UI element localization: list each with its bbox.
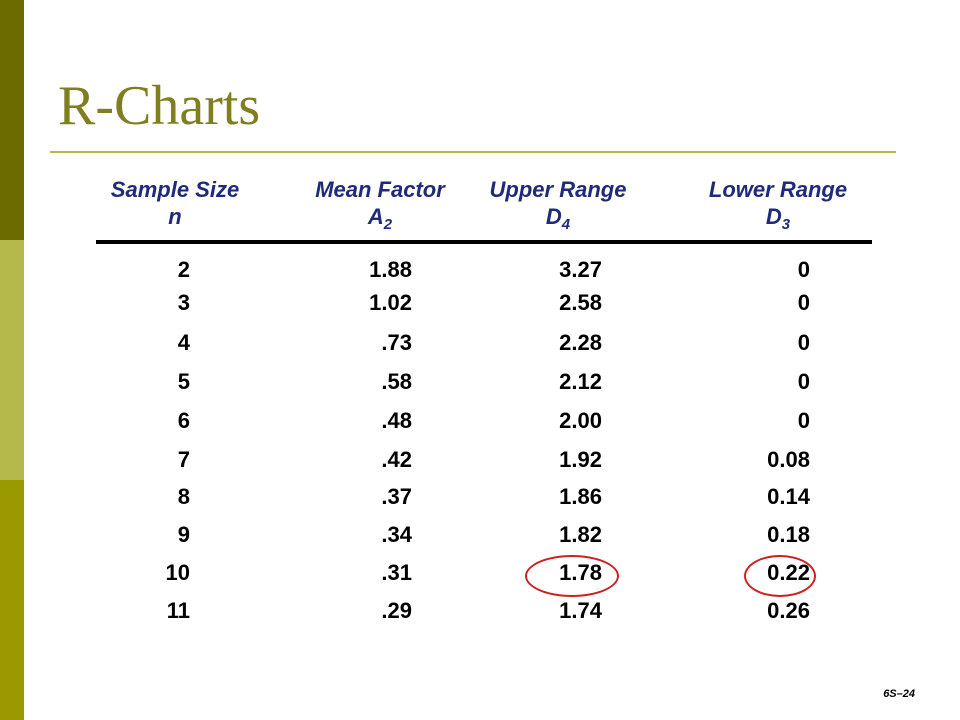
cell-upper-range: 1.92 <box>559 447 602 472</box>
header-lower-range: Lower Range D3 <box>688 176 868 233</box>
cell-lower-range: 0.18 <box>767 522 810 547</box>
slide-title: R-Charts <box>58 75 261 137</box>
table-row: 5 .58 2.12 0 <box>0 365 960 399</box>
cell-lower-range: 0.08 <box>767 447 810 472</box>
header-label: Sample Size <box>110 177 240 202</box>
header-label: Upper Range <box>489 177 627 202</box>
table-header-divider <box>96 240 872 244</box>
cell-mean-factor: .58 <box>381 369 412 394</box>
cell-upper-range: 1.74 <box>559 598 602 623</box>
cell-lower-range: 0 <box>797 408 810 433</box>
header-sample-size: Sample Size n <box>85 176 265 233</box>
cell-mean-factor: 1.02 <box>369 290 412 315</box>
cell-mean-factor: .29 <box>381 598 412 623</box>
cell-sample-size: 10 <box>165 560 190 585</box>
table-row: 4 .73 2.28 0 <box>0 326 960 360</box>
table-row: 7 .42 1.92 0.08 <box>0 443 960 477</box>
cell-sample-size: 7 <box>177 447 190 472</box>
highlight-circle-upper-range <box>525 555 619 597</box>
table-row: 6 .48 2.00 0 <box>0 404 960 438</box>
title-divider <box>50 151 896 153</box>
cell-mean-factor: .34 <box>381 522 412 547</box>
table-row: 9 .34 1.82 0.18 <box>0 518 960 552</box>
table-row-highlighted: 10 .31 1.78 0.22 <box>0 556 960 590</box>
cell-upper-range: 3.27 <box>559 257 602 282</box>
cell-upper-range: 2.00 <box>559 408 602 433</box>
left-stripe-bottom <box>0 480 24 720</box>
cell-mean-factor: .73 <box>381 330 412 355</box>
cell-sample-size: 11 <box>166 598 190 623</box>
cell-upper-range: 2.12 <box>559 369 602 394</box>
table-row: 2 1.88 3.27 0 <box>0 253 960 287</box>
cell-lower-range: 0 <box>797 330 810 355</box>
cell-sample-size: 4 <box>177 330 190 355</box>
left-stripe-middle <box>0 240 24 480</box>
cell-mean-factor: .37 <box>381 484 412 509</box>
cell-upper-range: 1.86 <box>559 484 602 509</box>
page-number: 6S–24 <box>883 688 915 700</box>
cell-mean-factor: 1.88 <box>369 257 412 282</box>
cell-lower-range: 0.14 <box>767 484 810 509</box>
cell-upper-range: 2.58 <box>559 290 602 315</box>
cell-sample-size: 9 <box>177 522 190 547</box>
header-label: Lower Range <box>708 177 848 202</box>
header-mean-factor: Mean Factor A2 <box>290 176 470 233</box>
cell-upper-range: 1.82 <box>559 522 602 547</box>
left-stripe-top <box>0 0 24 240</box>
header-symbol: A2 <box>367 204 393 233</box>
cell-mean-factor: .42 <box>381 447 412 472</box>
table-row: 11 .29 1.74 0.26 <box>0 594 960 628</box>
cell-upper-range: 2.28 <box>559 330 602 355</box>
header-symbol: D4 <box>545 204 571 233</box>
header-symbol: n <box>168 204 182 229</box>
cell-sample-size: 5 <box>177 369 190 394</box>
cell-sample-size: 6 <box>177 408 190 433</box>
cell-sample-size: 3 <box>177 290 190 315</box>
header-label: Mean Factor <box>315 177 445 202</box>
table-row: 3 1.02 2.58 0 <box>0 286 960 320</box>
cell-sample-size: 2 <box>177 257 190 282</box>
cell-lower-range: 0.26 <box>767 598 810 623</box>
highlight-circle-lower-range <box>744 555 816 597</box>
table-row: 8 .37 1.86 0.14 <box>0 480 960 514</box>
cell-lower-range: 0 <box>797 257 810 282</box>
header-upper-range: Upper Range D4 <box>468 176 648 233</box>
header-symbol: D3 <box>765 204 791 233</box>
cell-lower-range: 0 <box>797 369 810 394</box>
cell-sample-size: 8 <box>177 484 190 509</box>
cell-lower-range: 0 <box>797 290 810 315</box>
cell-mean-factor: .31 <box>381 560 412 585</box>
cell-mean-factor: .48 <box>381 408 412 433</box>
